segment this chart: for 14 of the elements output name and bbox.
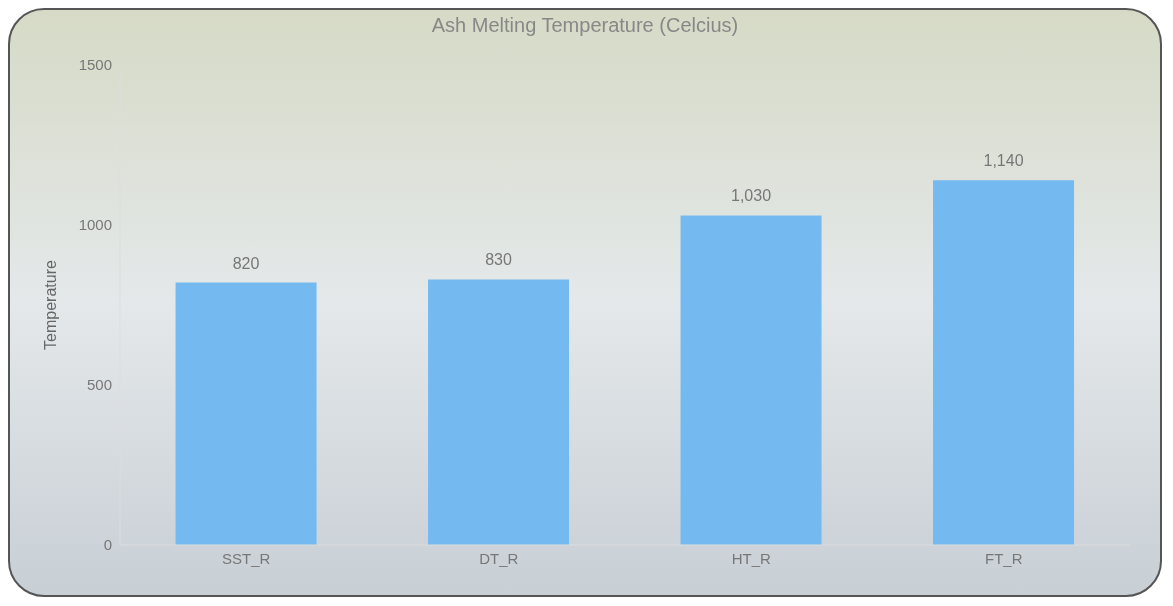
data-label: 830 [485,251,512,269]
y-tick-label: 0 [103,536,112,554]
y-tick-label: 1500 [78,56,112,74]
y-tick-label: 500 [86,376,112,394]
data-label: 1,030 [731,187,772,205]
x-tick-label: FT_R [985,549,1023,567]
y-tick-label: 1000 [78,216,112,234]
data-label: 1,140 [983,152,1024,170]
data-label: 820 [232,254,260,272]
chart-title: Ash Melting Temperature (Celcius) [430,14,740,37]
y-axis-title: Temperature [41,259,59,350]
x-tick-label: HT_R [731,549,771,567]
x-tick-label: SST_R [222,549,271,567]
x-tick-label: DT_R [479,549,519,567]
